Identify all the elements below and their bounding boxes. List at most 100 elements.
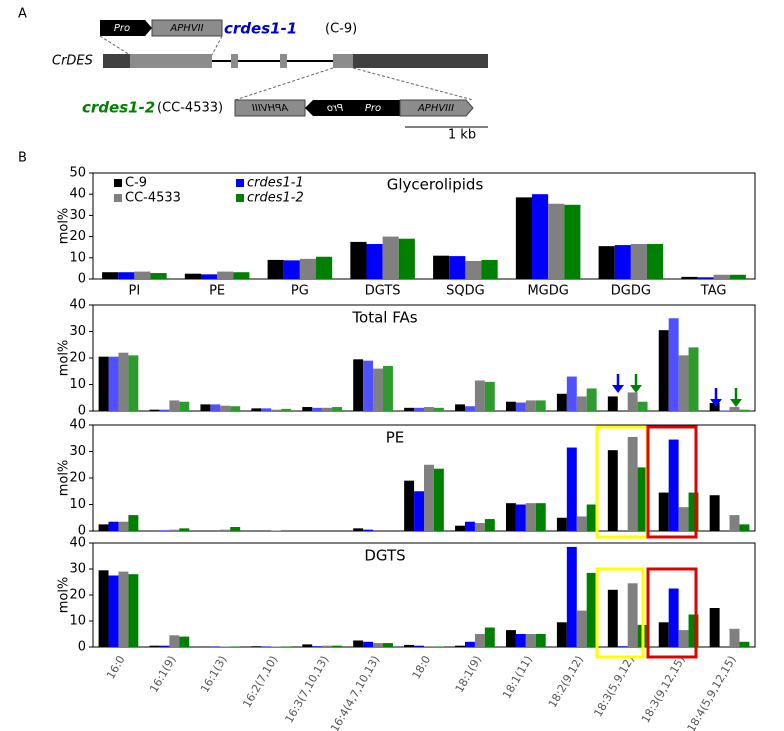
x-tick-label: 18:2(9,12) [546,654,586,711]
bar [658,492,669,531]
bar [709,608,720,647]
bar [363,641,374,647]
mutant-name: crdes1-2 [82,99,155,117]
bar [159,645,170,647]
bar [505,401,516,411]
y-axis-label: mol% [57,577,72,614]
bar [481,259,498,279]
bar [108,356,119,411]
bar [424,407,434,411]
bar [169,400,180,411]
bar [688,614,699,647]
bar [515,402,526,411]
y-tick-label: 30 [69,324,86,339]
legend-label: crdes1-2 [247,191,304,206]
bar [729,274,746,279]
promoter-label: Pro [327,103,343,114]
bar [564,204,581,279]
bar [316,256,333,279]
bar [149,645,160,647]
bar [449,256,466,279]
arrow-head [630,385,642,393]
x-tick-label: 18:3(9,12,15) [639,654,688,726]
bar [688,492,699,531]
bar [598,246,615,279]
bar [548,203,565,279]
bar [404,407,415,411]
bar [230,646,241,647]
y-tick-label: 10 [69,377,86,392]
bar [627,436,638,531]
bar [159,530,170,531]
bar [363,360,374,411]
gene-diagram: A Pro APHVII crdes1-1 (C-9) CrDES crdes1… [18,7,488,143]
legend-label: C-9 [125,176,147,191]
bar [414,645,424,647]
bar [535,503,546,531]
bar [210,404,221,411]
bar [200,274,218,279]
mutant-name: crdes1-1 [224,20,297,38]
x-tick-label: 16:2(7,10) [240,654,280,711]
bar [465,260,482,279]
bar [607,396,618,411]
y-tick-label: 10 [69,614,86,629]
bar [332,645,343,647]
x-tick-label: PI [129,284,141,299]
bar [363,529,374,531]
bar [283,260,300,279]
bar [515,634,526,647]
bar [556,393,567,411]
legend-swatch [236,194,244,202]
bar [150,273,167,279]
bar [531,194,549,279]
bar [350,241,367,279]
bar [709,403,720,411]
bar [261,646,272,647]
legend-swatch [114,179,122,187]
y-tick-label: 10 [69,497,86,512]
utr [103,54,130,68]
bar [184,273,201,279]
x-tick-label: 16:1(9) [147,654,178,695]
bar [134,271,151,279]
bar [658,622,669,647]
x-tick-label: PG [291,284,309,299]
bar [383,365,393,411]
y-tick-label: 0 [78,272,86,287]
x-tick-label: 18:4(5,9,12,15) [685,654,739,731]
y-axis-label: mol% [57,340,72,377]
bar [455,404,465,411]
bar [108,575,119,647]
bar [322,645,333,647]
bar [586,388,597,411]
bar [299,258,317,279]
insertion-line [211,35,223,56]
bar [128,355,139,411]
bar [404,644,415,647]
bar [607,589,618,647]
bar [414,491,424,531]
bar [210,646,221,647]
chart-title: Glycerolipids [387,176,484,194]
bar [617,646,628,647]
x-tick-label: 18:3(5,9,12) [591,654,636,720]
y-tick-label: 50 [69,166,86,181]
scale-label: 1 kb [448,128,476,143]
plot-frame [92,172,756,280]
marker-label: APHVII [169,23,203,34]
bar [118,571,129,647]
y-tick-label: 40 [69,418,86,433]
exon [231,54,238,68]
legend-swatch [114,194,122,202]
bar [668,318,679,411]
bar [281,646,292,647]
bar [614,245,631,279]
bar [302,407,313,411]
bar [424,646,434,647]
chart-title: PE [386,429,405,447]
bar [230,527,241,531]
bar [169,635,180,647]
y-axis-label: mol% [57,460,72,497]
y-tick-label: 0 [78,640,86,655]
